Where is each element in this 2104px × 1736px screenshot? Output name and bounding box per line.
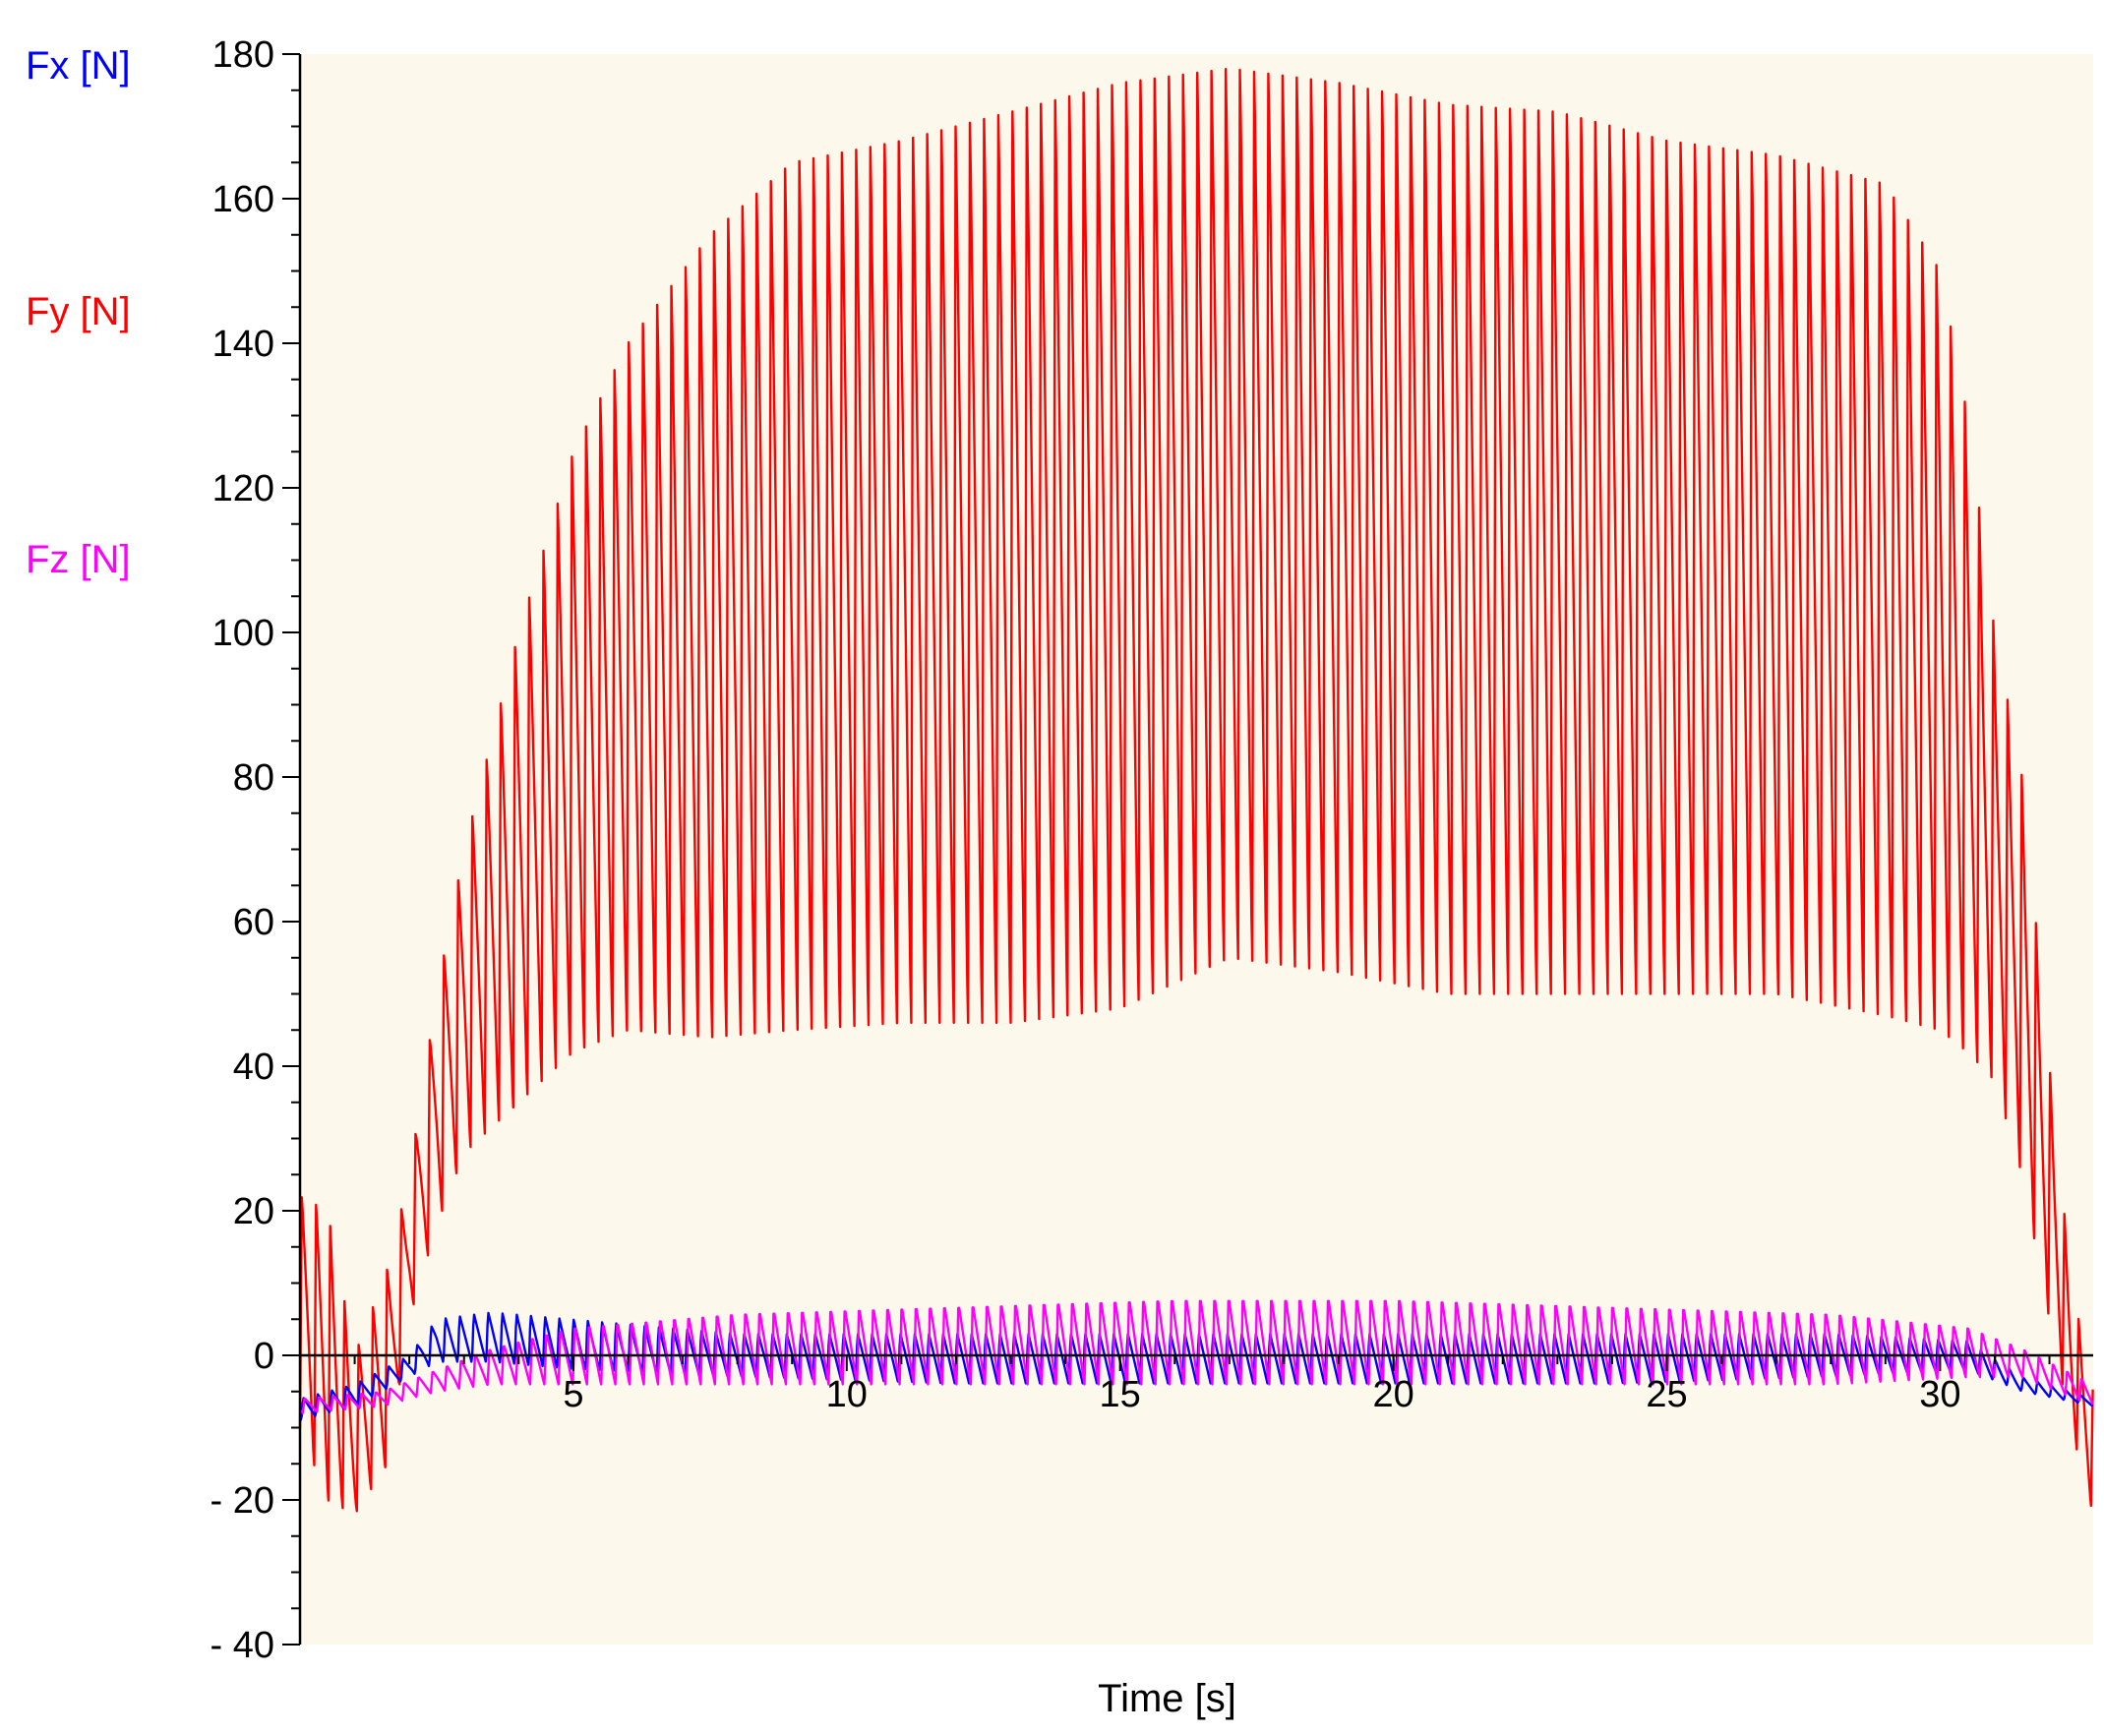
series-line-fz-n (299, 1299, 2094, 1414)
y-axis-ticks: 180 160 140 120 100 80 60 40 20 0 - 20 - 40 (210, 34, 300, 1666)
y-tick-label: 0 (254, 1336, 274, 1377)
legend-entry: Fx [N] (26, 44, 131, 88)
legend-entry: Fy [N] (26, 290, 131, 333)
legend-entry: Fz [N] (26, 538, 131, 581)
series-layer (298, 68, 2094, 1513)
y-tick-label: 160 (212, 179, 274, 220)
y-tick-label: 80 (233, 757, 274, 799)
y-tick-label: - 20 (210, 1480, 274, 1522)
y-tick-label: 40 (233, 1047, 274, 1088)
x-tick-label: 30 (1919, 1374, 1960, 1415)
y-tick-label: 100 (212, 613, 274, 654)
y-tick-label: 180 (212, 34, 274, 76)
x-tick-label: 25 (1646, 1374, 1687, 1415)
x-tick-label: 10 (826, 1374, 868, 1415)
series-line-fy-n (298, 68, 2094, 1513)
y-tick-label: 140 (212, 324, 274, 365)
y-tick-label: 60 (233, 902, 274, 943)
x-tick-label: 15 (1100, 1374, 1141, 1415)
x-axis-title: Time [s] (1098, 1677, 1236, 1720)
y-tick-label: 120 (212, 468, 274, 509)
x-axis-ticks: 5 10 15 20 25 30 (353, 1355, 2051, 1415)
y-tick-label: 20 (233, 1191, 274, 1232)
x-tick-label: 20 (1372, 1374, 1413, 1415)
y-tick-label: - 40 (210, 1625, 274, 1666)
x-tick-label: 5 (563, 1374, 583, 1415)
legend: Fx [N] Fy [N] Fz [N] (26, 44, 131, 581)
